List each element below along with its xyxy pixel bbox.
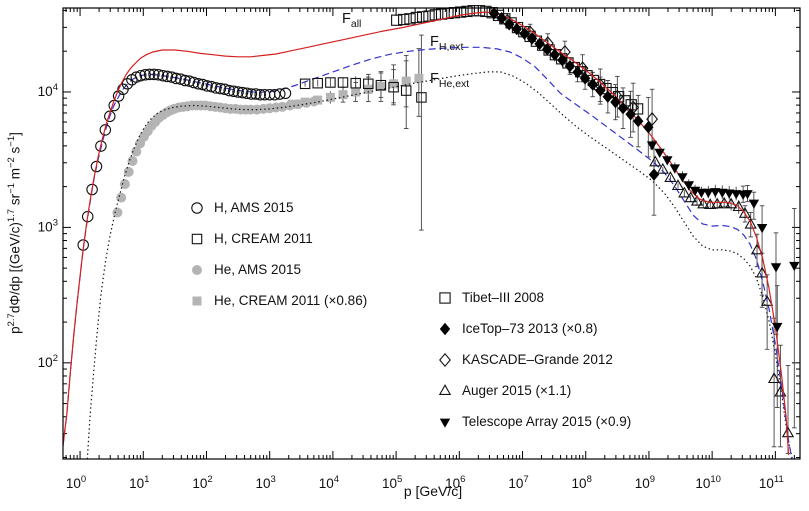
series-he_cream [287, 73, 424, 109]
y-axis-label-part: 2.7 [5, 313, 17, 327]
square-open-big-icon [439, 291, 451, 304]
square-open-icon [191, 233, 203, 244]
legend-direct-measurements: H, AMS 2015 H, CREAM 2011 He, AMS 2015 He, … [188, 192, 367, 316]
curve-label-f-all: Fall [342, 11, 361, 30]
x-tick-label: 104 [319, 474, 339, 491]
legend-item-icetop: IceTop–73 2013 (×0.8) [436, 313, 631, 344]
legend-item-tibet: Tibet–III 2008 [436, 282, 631, 313]
legend-item-label: IceTop–73 2013 (×0.8) [462, 321, 598, 336]
x-tick-label: 1011 [759, 474, 784, 491]
y-axis-label-part: ] [7, 132, 23, 136]
diamond-fill-icon [439, 322, 451, 335]
y-tick-label: 104 [38, 82, 58, 99]
legend-item-kascade: KASCADE–Grande 2012 [436, 344, 631, 375]
x-tick-label: 103 [256, 474, 276, 491]
circle-open-icon [191, 201, 203, 214]
y-tick-label: 103 [38, 217, 58, 234]
x-tick-label: 105 [382, 474, 402, 491]
legend-item-he_ams: He, AMS 2015 [188, 254, 367, 285]
y-axis-label-part: 1.7 [5, 208, 17, 223]
line-f_all [63, 11, 790, 455]
errorbars-ta [651, 140, 797, 429]
square-fill-icon [192, 296, 202, 305]
x-tick-label: 100 [66, 474, 86, 491]
legend-item-ta: Telescope Array 2015 (×0.9) [436, 406, 631, 437]
legend-item-he_cream: He, CREAM 2011 (×0.86) [188, 285, 367, 316]
y-axis-label-part: sr [7, 193, 23, 209]
errorbars-auger [654, 159, 791, 455]
x-tick-label: 102 [192, 474, 212, 491]
legend-item-label: Auger 2015 (×1.1) [462, 383, 572, 398]
y-tick-label: 102 [38, 353, 58, 370]
curve-label-main: F [430, 34, 439, 50]
circle-fill-icon [192, 264, 202, 275]
y-axis-label: p2.7dΦ/dp [(GeV/c)1.7 sr−1 m−2 s−1] [6, 132, 23, 334]
line-f_he_ext [86, 71, 793, 459]
legend-item-label: He, CREAM 2011 (×0.86) [214, 293, 368, 308]
y-axis-label-part: −2 [5, 157, 17, 169]
x-tick-label: 1010 [695, 474, 721, 491]
legend-air-shower-experiments: Tibet–III 2008 IceTop–73 2013 (×0.8) KASCA… [436, 282, 631, 437]
series-icetop [488, 7, 660, 181]
x-tick-label: 108 [572, 474, 592, 491]
legend-item-label: H, AMS 2015 [214, 200, 294, 215]
series-ta [646, 141, 800, 333]
legend-item-label: KASCADE–Grande 2012 [462, 352, 613, 367]
x-tick-label: 109 [635, 474, 655, 491]
curve-label-sub: He,ext [438, 78, 470, 90]
curve-label-sub: H,ext [438, 41, 464, 53]
y-axis-label-part: s [7, 146, 23, 158]
legend-item-label: H, CREAM 2011 [214, 231, 313, 246]
y-axis-label-part: m [7, 168, 23, 184]
curve-label-f-h-ext: FH,ext [430, 34, 463, 53]
series-auger [649, 155, 795, 438]
curve-label-main: F [430, 71, 439, 87]
x-tick-label: 107 [508, 474, 528, 491]
line-f_h_ext [63, 46, 793, 459]
legend-item-label: Telescope Array 2015 (×0.9) [462, 414, 632, 429]
y-axis-label-part: p [7, 326, 23, 334]
y-axis-label-part: −1 [5, 183, 17, 194]
series-h_cream [299, 77, 427, 103]
tick-labels: 100 101 102 103 104 105 106 107 108 109 1010 1011 10… [38, 82, 784, 491]
triangle-down-fill-icon [439, 418, 451, 428]
x-tick-label: 106 [445, 474, 465, 491]
legend-item-label: He, AMS 2015 [214, 262, 302, 277]
curve-label-sub: all [350, 18, 362, 30]
curve-label-f-he-ext: FHe,ext [430, 71, 469, 90]
x-axis-label: p [GeV/c] [363, 483, 503, 499]
legend-item-h_ams: H, AMS 2015 [188, 192, 367, 223]
legend-item-h_cream: H, CREAM 2011 [188, 223, 367, 254]
y-axis-label-part: dΦ/dp [(GeV/c) [7, 222, 23, 314]
y-axis-label-part: −1 [5, 135, 17, 147]
triangle-up-open-icon [438, 383, 452, 395]
x-tick-label: 101 [129, 474, 149, 491]
curve-label-main: F [342, 11, 351, 27]
legend-item-label: Tibet–III 2008 [462, 290, 545, 305]
plot-frame [62, 7, 801, 460]
x-axis-label-text: p [GeV/c] [403, 483, 463, 499]
legend-item-auger: Auger 2015 (×1.1) [436, 375, 631, 406]
diamond-open-icon [439, 352, 451, 367]
